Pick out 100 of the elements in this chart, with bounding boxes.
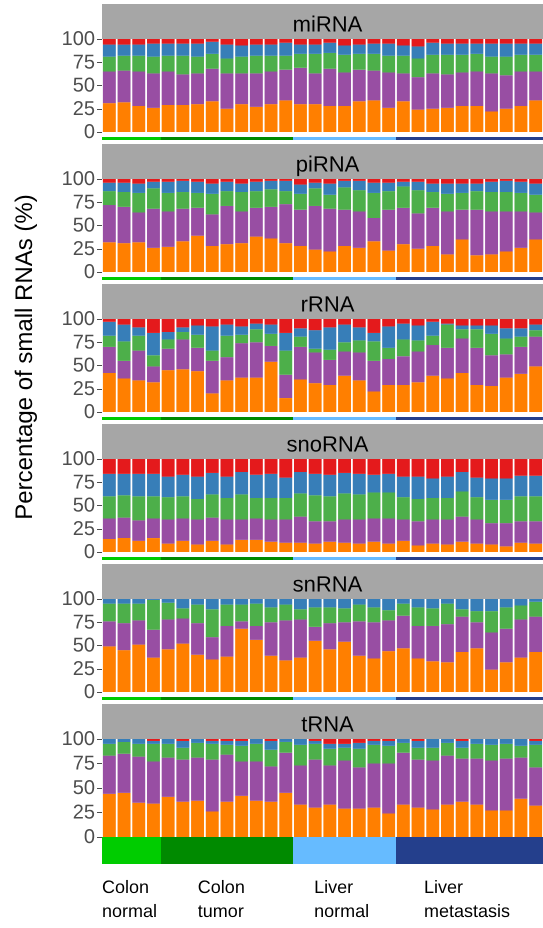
y-tick-label: 50 xyxy=(72,354,95,376)
chart-title: snRNA xyxy=(292,572,363,596)
y-tick-label: 25 xyxy=(72,658,95,680)
bar xyxy=(352,544,366,552)
y-tick-label: 100 xyxy=(62,28,95,50)
bar xyxy=(132,39,146,45)
bar xyxy=(294,336,307,347)
bar xyxy=(500,319,513,328)
bar xyxy=(500,758,513,811)
y-tick-label: 0 xyxy=(84,261,95,283)
bar xyxy=(206,42,219,54)
bar xyxy=(426,760,440,810)
bar xyxy=(132,540,146,552)
bar xyxy=(426,661,440,692)
bar xyxy=(206,101,219,132)
bar xyxy=(308,348,322,352)
bar xyxy=(500,607,513,629)
bar xyxy=(206,812,219,837)
bar xyxy=(279,604,292,620)
y-tick-label: 75 xyxy=(72,752,95,774)
bar xyxy=(514,336,528,347)
y-tick-label: 25 xyxy=(72,518,95,540)
bar xyxy=(500,108,513,132)
y-tick-label: 25 xyxy=(72,238,95,260)
bar xyxy=(206,494,219,518)
bar xyxy=(352,352,366,380)
bar xyxy=(456,326,469,330)
bar xyxy=(206,760,219,812)
bar xyxy=(279,519,292,543)
y-tick-label: 75 xyxy=(72,191,95,214)
bar xyxy=(206,68,219,102)
y-tick-label: 25 xyxy=(72,378,95,400)
bar xyxy=(206,393,219,412)
bar xyxy=(500,500,513,524)
bar xyxy=(132,72,146,106)
bar xyxy=(206,39,219,42)
bar xyxy=(279,204,292,244)
bar xyxy=(352,212,366,248)
bar xyxy=(352,101,366,132)
y-tick-label: 0 xyxy=(84,681,95,703)
chart-title: rRNA xyxy=(300,292,355,316)
bar xyxy=(352,248,366,272)
bar xyxy=(500,338,513,354)
bar xyxy=(352,44,366,54)
bar xyxy=(500,75,513,109)
bar xyxy=(352,656,366,692)
y-axis-title: Percentage of small RNAs (%) xyxy=(11,194,39,520)
y-tick-label: 50 xyxy=(72,777,95,799)
bar xyxy=(206,637,219,660)
bar xyxy=(426,739,440,748)
bar xyxy=(206,540,219,552)
bar xyxy=(132,644,146,692)
bar xyxy=(426,108,440,132)
bar xyxy=(206,472,219,494)
bar xyxy=(206,326,219,351)
y-tick-label: 50 xyxy=(72,214,95,236)
bar xyxy=(206,599,219,610)
y-tick-label: 0 xyxy=(84,541,95,563)
bar xyxy=(279,100,292,132)
bar xyxy=(132,520,146,541)
bar xyxy=(279,191,292,204)
bar xyxy=(500,739,513,744)
bar xyxy=(426,599,440,608)
bar xyxy=(132,242,146,272)
chart-title: tRNA xyxy=(301,712,354,736)
bar xyxy=(352,739,366,743)
bar xyxy=(279,599,292,605)
bar xyxy=(426,748,440,761)
bar xyxy=(206,319,219,326)
bar xyxy=(352,519,366,544)
y-tick-label: 0 xyxy=(84,121,95,143)
bar xyxy=(206,659,219,692)
bar xyxy=(206,350,219,361)
bar xyxy=(426,208,440,246)
bar xyxy=(426,478,440,498)
bar xyxy=(500,546,513,552)
bar xyxy=(206,459,219,473)
bar xyxy=(500,459,513,479)
bar xyxy=(206,740,219,744)
bar xyxy=(279,39,292,43)
bar xyxy=(279,742,292,753)
bar xyxy=(132,179,146,184)
bar xyxy=(500,662,513,692)
bar xyxy=(352,767,366,809)
bar xyxy=(426,54,440,74)
bar xyxy=(279,243,292,272)
bar xyxy=(206,518,219,541)
bar xyxy=(279,660,292,692)
bar xyxy=(352,494,366,520)
bar xyxy=(132,459,146,474)
bar xyxy=(426,246,440,272)
bar xyxy=(132,350,146,380)
y-tick-label: 0 xyxy=(84,826,95,848)
bar xyxy=(132,212,146,242)
bar xyxy=(206,54,219,69)
bar xyxy=(279,542,292,552)
bar xyxy=(426,459,440,479)
y-tick-label: 100 xyxy=(62,308,95,330)
bar xyxy=(352,748,366,768)
bar xyxy=(279,374,292,398)
